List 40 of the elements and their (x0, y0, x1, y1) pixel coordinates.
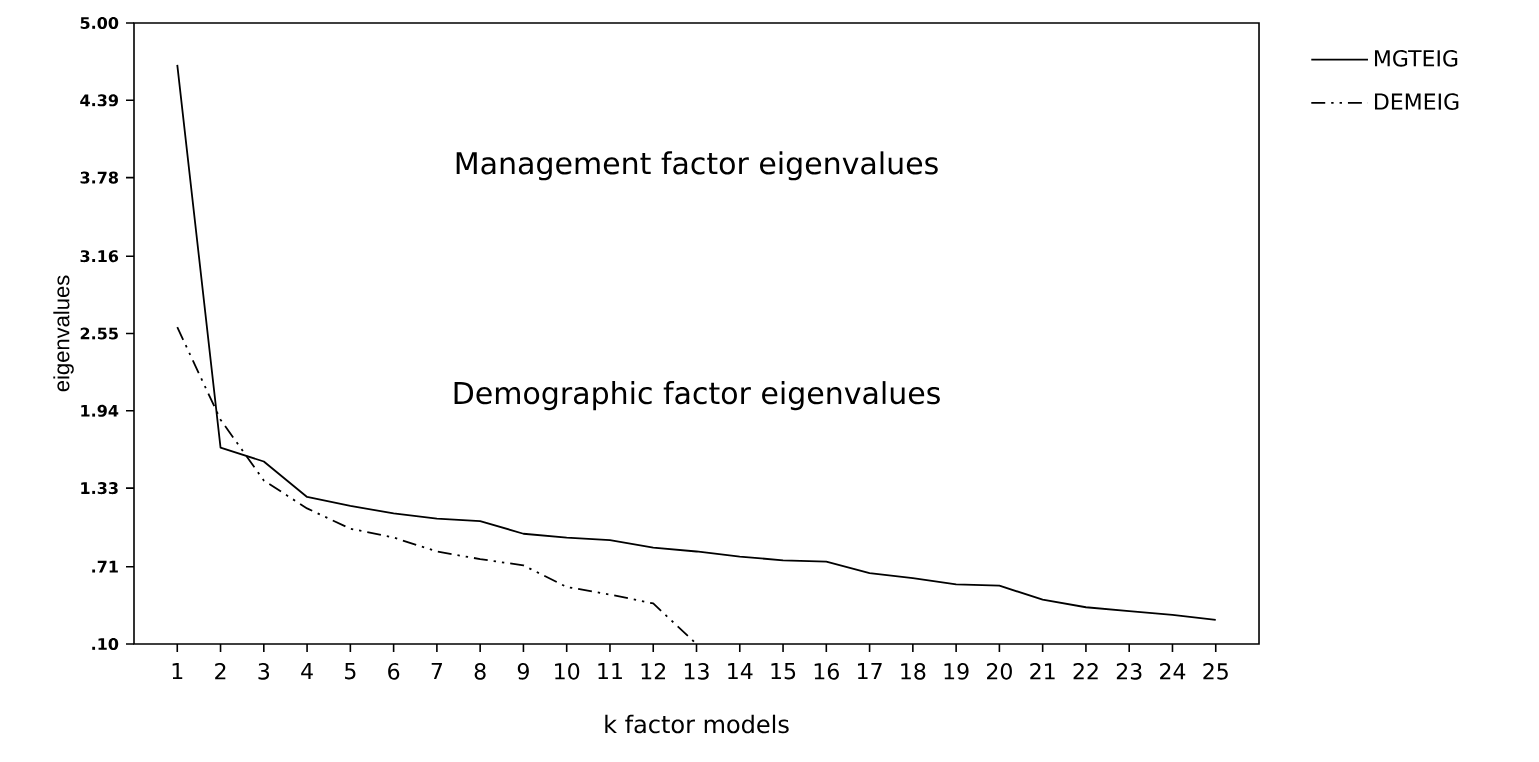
y-tick-label: 3.78 (80, 171, 118, 184)
x-tick-label: 22 (1073, 663, 1098, 680)
annotation: Management factor eigenvalues (456, 151, 938, 181)
x-tick-label: 24 (1160, 663, 1186, 680)
y-tick-label: .10 (92, 637, 119, 651)
x-tick-label: 4 (301, 663, 313, 680)
x-tick-label: 8 (474, 663, 486, 680)
x-tick-label: 9 (517, 663, 529, 680)
x-tick-label: 12 (641, 663, 666, 680)
x-tick-label: 25 (1203, 663, 1228, 680)
legend-label: DEMEIG (1375, 93, 1459, 110)
y-tick-label: 2.55 (80, 327, 118, 340)
x-tick-label: 7 (431, 663, 443, 680)
x-tick-label: 6 (388, 663, 400, 680)
y-tick-label: 5.00 (80, 16, 119, 30)
x-tick-label: 21 (1030, 663, 1055, 680)
annotation: Demographic factor eigenvalues (454, 381, 940, 411)
x-tick-label: 14 (728, 663, 753, 680)
x-tick-label: 16 (814, 663, 839, 680)
x-tick-label: 11 (598, 663, 622, 680)
x-tick-label: 1 (172, 663, 183, 680)
x-tick-label: 3 (258, 663, 270, 680)
x-tick-label: 20 (987, 663, 1012, 680)
x-tick-label: 5 (345, 663, 356, 680)
x-tick-label: 10 (555, 663, 580, 680)
x-tick-label: 19 (944, 663, 969, 680)
x-tick-label: 13 (684, 663, 709, 680)
x-tick-label: 17 (857, 663, 882, 680)
x-axis-title: k factor models (605, 714, 789, 734)
legend-label: MGTEIG (1375, 49, 1458, 67)
x-tick-label: 23 (1116, 663, 1142, 680)
y-tick-label: 3.16 (80, 250, 119, 263)
x-tick-label: 2 (215, 663, 226, 680)
y-tick-label: 1.33 (81, 482, 118, 495)
x-tick-label: 15 (771, 663, 796, 680)
x-tick-label: 18 (901, 663, 926, 680)
y-tick-label: 1.94 (81, 404, 119, 417)
y-tick-label: 4.39 (80, 94, 118, 107)
y-tick-label: .71 (92, 560, 118, 573)
y-axis-title: eigenvalues (53, 275, 74, 392)
